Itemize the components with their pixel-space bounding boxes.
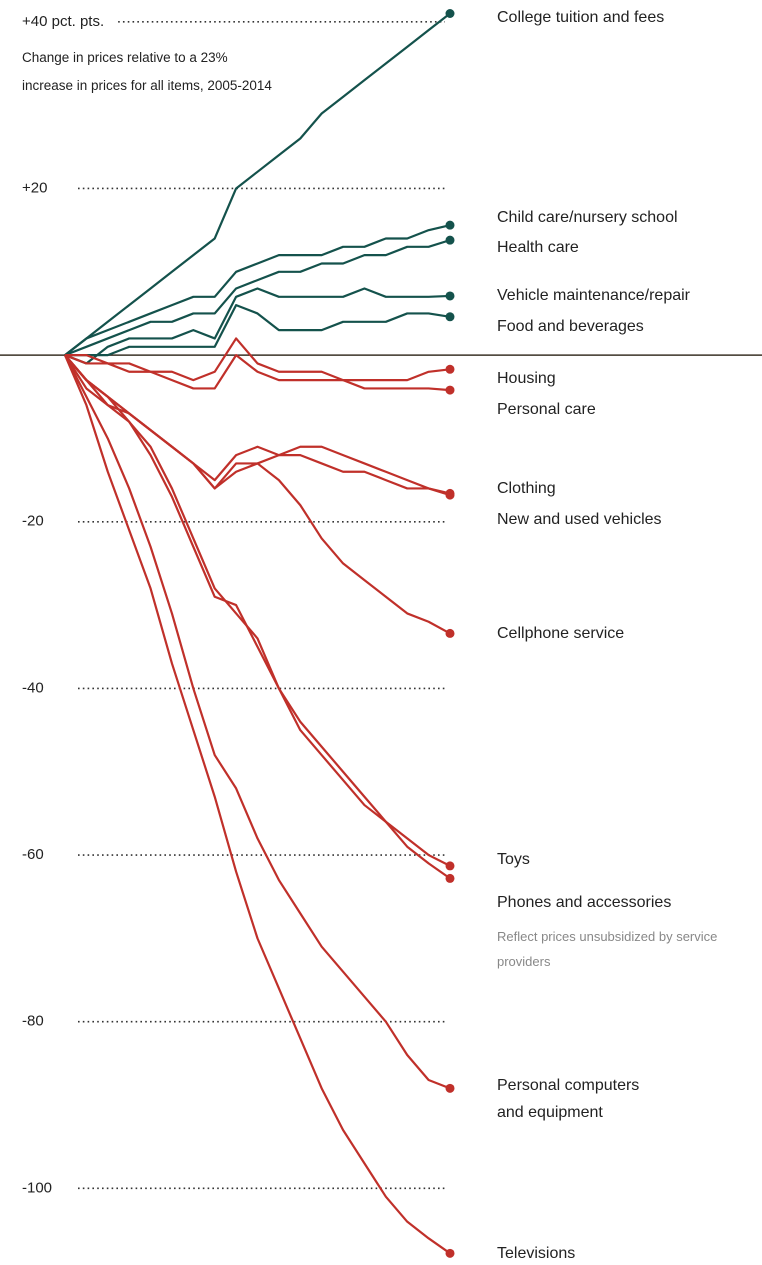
end-dot [445, 220, 455, 230]
y-tick-label: -20 [22, 513, 44, 530]
series-line [64, 224, 451, 356]
series-label: Toys [497, 851, 530, 868]
series-line [63, 354, 451, 1255]
end-dot [445, 312, 455, 322]
subtitle: Change in prices relative to a 23% incre… [22, 50, 272, 93]
y-tick-label: -100 [22, 1179, 52, 1196]
end-dot [445, 9, 455, 18]
end-dot [445, 291, 455, 301]
series-line [64, 12, 451, 356]
end-dot [445, 385, 455, 395]
series-label: College tuition and fees [497, 9, 665, 26]
series-label: New and used vehicles [497, 511, 662, 528]
y-tick-label: -80 [22, 1013, 44, 1030]
series-label: Housing [497, 370, 556, 387]
series-line [65, 304, 451, 357]
end-dot [445, 364, 455, 374]
end-dot [445, 628, 455, 638]
end-dot [445, 873, 455, 883]
series-line [64, 354, 451, 867]
series-line [64, 354, 451, 1090]
y-tick-label: +20 [22, 179, 47, 196]
end-dot [445, 235, 455, 245]
series-line [64, 354, 451, 635]
series-line [64, 239, 451, 357]
end-dot [445, 1248, 455, 1258]
end-dot [445, 1083, 455, 1093]
end-dot [445, 490, 455, 500]
series-label: Vehicle maintenance/repair [497, 287, 691, 304]
y-tick-label: -40 [22, 679, 44, 696]
annotation: Reflect prices unsubsidized by service p… [497, 929, 718, 969]
series-line [64, 354, 451, 392]
series-label: Personal care [497, 401, 596, 418]
series-label: Child care/nursery school [497, 209, 678, 226]
y-tick-label: -60 [22, 846, 44, 863]
series-label: Clothing [497, 480, 556, 497]
series-label: Cellphone service [497, 625, 625, 642]
y-tick-label: +40 pct. pts. [22, 13, 104, 30]
series-line [64, 354, 451, 880]
end-dot [445, 861, 455, 871]
series-line [65, 337, 451, 382]
series-line [64, 287, 451, 365]
series-label: Health care [497, 239, 579, 256]
series-label: Food and beverages [497, 318, 644, 335]
series-label: Personal computers and equipment [497, 1077, 640, 1121]
series-label: Televisions [497, 1245, 576, 1262]
series-label: Phones and accessories [497, 894, 672, 911]
